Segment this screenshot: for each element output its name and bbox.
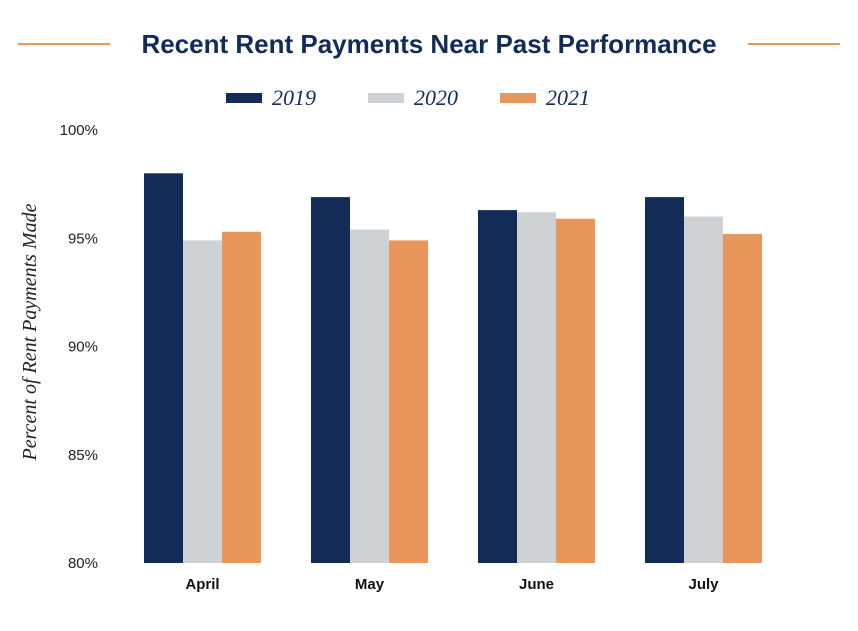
legend-swatch-2019 — [226, 93, 262, 103]
bar-may-2020 — [350, 229, 389, 563]
title-row: Recent Rent Payments Near Past Performan… — [0, 22, 858, 66]
x-category-label: April — [185, 576, 219, 593]
y-tick-label: 85% — [68, 447, 98, 464]
legend-swatch-2021 — [500, 93, 536, 103]
y-axis-title: Percent of Rent Payments Made — [19, 203, 41, 461]
bar-june-2020 — [517, 212, 556, 563]
y-tick-label: 100% — [60, 122, 98, 139]
y-tick-label: 90% — [68, 339, 98, 356]
chart-title: Recent Rent Payments Near Past Performan… — [141, 29, 717, 59]
bars — [144, 173, 762, 564]
bar-july-2020 — [684, 216, 723, 563]
bar-april-2020 — [183, 240, 222, 564]
bar-april-2021 — [222, 231, 261, 563]
bar-july-2019 — [645, 197, 684, 564]
bar-july-2021 — [723, 233, 762, 564]
legend-label-2020: 2020 — [414, 85, 458, 110]
bar-june-2021 — [556, 218, 595, 563]
x-category-label: July — [688, 576, 719, 593]
x-axis-labels: April May June July — [185, 576, 719, 593]
y-axis-ticks: 80% 85% 90% 95% 100% — [60, 122, 98, 572]
bar-june-2019 — [478, 210, 517, 564]
legend: 2019 2020 2021 — [0, 84, 858, 112]
y-tick-label: 80% — [68, 555, 98, 572]
bar-may-2019 — [311, 197, 350, 564]
title-rule-left — [18, 43, 110, 45]
legend-label-2021: 2021 — [546, 85, 590, 110]
legend-swatch-2020 — [368, 93, 404, 103]
y-tick-label: 95% — [68, 230, 98, 247]
title-rule-right — [748, 43, 840, 45]
x-category-label: June — [519, 576, 554, 593]
bar-may-2021 — [389, 240, 428, 564]
x-category-label: May — [355, 576, 385, 593]
bar-april-2019 — [144, 173, 183, 564]
legend-label-2019: 2019 — [272, 85, 316, 110]
